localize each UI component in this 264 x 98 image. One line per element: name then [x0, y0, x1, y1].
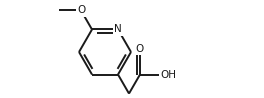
Text: N: N [114, 24, 122, 34]
Text: OH: OH [161, 69, 177, 79]
Text: O: O [77, 5, 85, 15]
Text: O: O [136, 44, 144, 54]
